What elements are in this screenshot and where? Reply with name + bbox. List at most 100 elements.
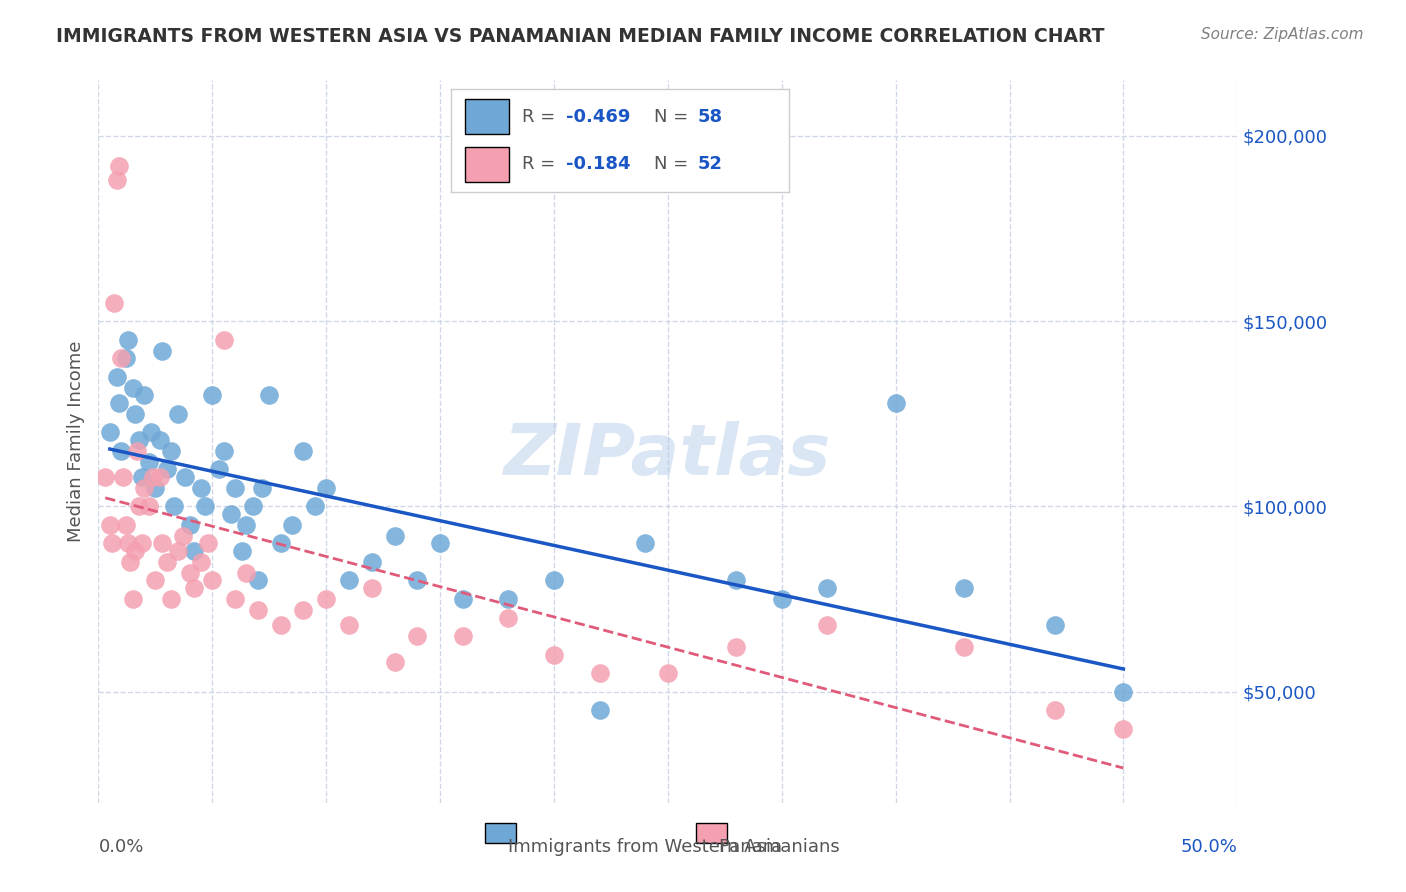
Point: [121, 592, 143, 607]
Point: [815, 581, 838, 595]
Point: [117, 333, 139, 347]
Point: [124, 407, 146, 421]
Point: [110, 443, 132, 458]
Text: -0.184: -0.184: [567, 155, 631, 173]
Point: [884, 395, 907, 409]
Point: [201, 574, 224, 588]
Y-axis label: Median Family Income: Median Family Income: [66, 341, 84, 542]
Point: [406, 629, 429, 643]
Point: [142, 469, 165, 483]
Point: [543, 648, 565, 662]
Point: [219, 507, 242, 521]
Point: [252, 481, 274, 495]
Point: [131, 469, 153, 483]
Point: [160, 592, 183, 607]
Point: [132, 388, 155, 402]
Point: [224, 592, 246, 607]
Point: [183, 581, 205, 595]
Point: [117, 536, 139, 550]
Point: [235, 517, 257, 532]
Point: [110, 351, 132, 366]
Point: [138, 455, 160, 469]
Point: [201, 388, 224, 402]
Point: [139, 425, 162, 440]
Point: [150, 536, 173, 550]
Point: [112, 469, 135, 483]
Point: [270, 536, 292, 550]
Point: [114, 351, 136, 366]
Point: [124, 544, 146, 558]
Point: [167, 544, 190, 558]
Point: [1112, 684, 1135, 698]
Point: [360, 581, 382, 595]
Point: [451, 592, 474, 607]
Point: [132, 481, 155, 495]
Point: [121, 381, 143, 395]
Point: [588, 666, 610, 681]
Point: [953, 581, 976, 595]
Point: [114, 517, 136, 532]
Point: [128, 500, 150, 514]
Point: [190, 481, 212, 495]
Point: [384, 655, 406, 669]
Point: [167, 407, 190, 421]
Point: [451, 629, 474, 643]
Point: [105, 369, 128, 384]
Point: [108, 159, 131, 173]
Point: [98, 517, 121, 532]
Point: [172, 529, 194, 543]
Point: [246, 574, 269, 588]
Point: [725, 574, 748, 588]
Point: [179, 517, 201, 532]
Text: IMMIGRANTS FROM WESTERN ASIA VS PANAMANIAN MEDIAN FAMILY INCOME CORRELATION CHAR: IMMIGRANTS FROM WESTERN ASIA VS PANAMANI…: [56, 27, 1105, 45]
Point: [815, 618, 838, 632]
Point: [120, 555, 142, 569]
Point: [94, 469, 117, 483]
Point: [1043, 703, 1066, 717]
Point: [657, 666, 679, 681]
Text: 50.0%: 50.0%: [1181, 838, 1237, 856]
Point: [246, 603, 269, 617]
Point: [242, 500, 264, 514]
Point: [212, 443, 235, 458]
Point: [337, 574, 360, 588]
Point: [543, 574, 565, 588]
Text: R =: R =: [523, 155, 561, 173]
Point: [360, 555, 382, 569]
Point: [105, 173, 128, 187]
FancyBboxPatch shape: [465, 99, 509, 135]
Point: [149, 469, 172, 483]
Text: Panamanians: Panamanians: [696, 838, 839, 856]
Point: [1043, 618, 1066, 632]
Point: [183, 544, 205, 558]
Point: [224, 481, 246, 495]
Point: [315, 592, 337, 607]
Text: 0.0%: 0.0%: [98, 838, 143, 856]
Point: [128, 433, 150, 447]
Text: R =: R =: [523, 108, 561, 126]
Point: [634, 536, 657, 550]
Point: [315, 481, 337, 495]
Point: [150, 343, 173, 358]
Point: [145, 574, 167, 588]
Text: ZIPatlas: ZIPatlas: [505, 422, 831, 491]
Point: [127, 443, 149, 458]
Point: [174, 469, 197, 483]
Point: [197, 536, 219, 550]
Point: [270, 618, 292, 632]
Text: 58: 58: [697, 108, 723, 126]
Point: [212, 333, 235, 347]
Point: [406, 574, 429, 588]
Point: [131, 536, 153, 550]
Point: [770, 592, 793, 607]
Text: Immigrants from Western Asia: Immigrants from Western Asia: [485, 838, 782, 856]
Point: [1112, 722, 1135, 736]
Text: N =: N =: [654, 155, 695, 173]
Point: [337, 618, 360, 632]
Point: [384, 529, 406, 543]
Point: [179, 566, 201, 580]
Point: [103, 295, 125, 310]
Text: 52: 52: [697, 155, 723, 173]
Point: [588, 703, 610, 717]
Point: [725, 640, 748, 655]
